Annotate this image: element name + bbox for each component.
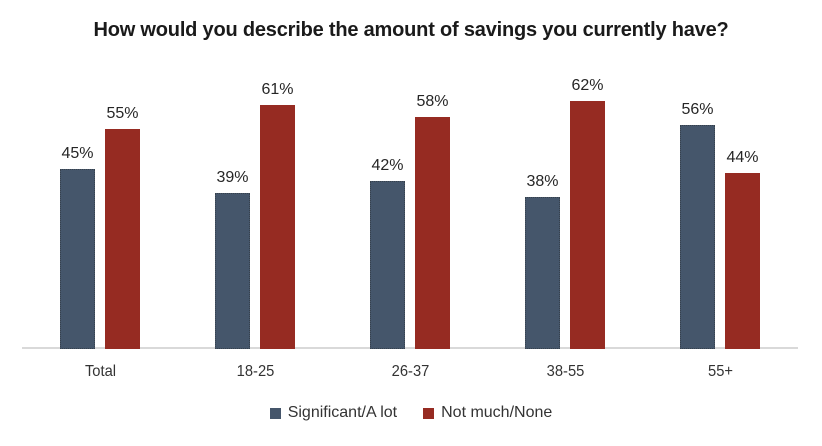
chart-title: How would you describe the amount of sav… bbox=[93, 19, 729, 41]
value-label-significant-a-lot-total: 45% bbox=[61, 145, 94, 162]
bar-significant-a-lot-55 bbox=[680, 125, 715, 349]
legend: Significant/A lot Not much/None bbox=[0, 404, 822, 422]
bar-significant-a-lot-26-37 bbox=[370, 181, 405, 349]
value-label-significant-a-lot-26-37: 42% bbox=[371, 157, 404, 174]
category-label-18-25: 18-25 bbox=[236, 363, 274, 380]
category-label-26-37: 26-37 bbox=[391, 363, 429, 380]
value-label-not-much-none-26-37: 58% bbox=[416, 93, 449, 110]
value-label-significant-a-lot-18-25: 39% bbox=[216, 169, 249, 186]
bar-not-much-none-total bbox=[105, 129, 140, 349]
legend-item-significant-a-lot: Significant/A lot bbox=[269, 404, 398, 422]
legend-marker-significant-a-lot bbox=[269, 407, 281, 419]
value-label-not-much-none-18-25: 61% bbox=[261, 81, 294, 98]
bar-significant-a-lot-18-25 bbox=[215, 193, 250, 349]
legend-marker-not-much-none bbox=[423, 407, 435, 419]
value-label-not-much-none-55: 44% bbox=[726, 149, 759, 166]
category-label-38-55: 38-55 bbox=[546, 363, 584, 380]
bar-significant-a-lot-38-55 bbox=[525, 197, 560, 349]
value-label-not-much-none-38-55: 62% bbox=[571, 77, 604, 94]
legend-item-not-much-none: Not much/None bbox=[423, 404, 552, 422]
bar-not-much-none-18-25 bbox=[260, 105, 295, 349]
legend-label-significant-a-lot: Significant/A lot bbox=[287, 404, 398, 421]
bar-not-much-none-38-55 bbox=[570, 101, 605, 349]
category-label-55: 55+ bbox=[707, 363, 733, 380]
value-label-not-much-none-total: 55% bbox=[106, 105, 139, 122]
bar-not-much-none-55 bbox=[725, 173, 760, 349]
value-label-significant-a-lot-55: 56% bbox=[681, 101, 714, 118]
x-axis-line bbox=[22, 347, 798, 349]
category-label-total: Total bbox=[84, 363, 116, 380]
bar-significant-a-lot-total bbox=[60, 169, 95, 349]
value-label-significant-a-lot-38-55: 38% bbox=[526, 173, 559, 190]
legend-label-not-much-none: Not much/None bbox=[441, 404, 553, 421]
bar-not-much-none-26-37 bbox=[415, 117, 450, 349]
